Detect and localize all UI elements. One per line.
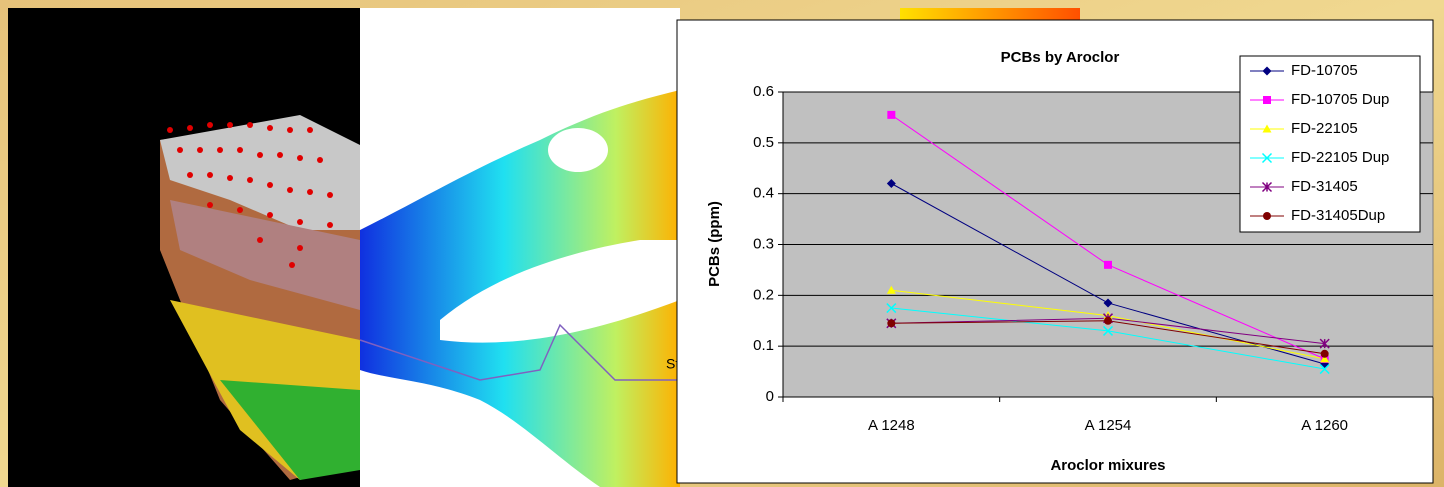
marker — [887, 110, 896, 119]
legend-marker — [1261, 152, 1273, 164]
legend-marker — [1263, 212, 1271, 220]
legend-marker — [1262, 124, 1272, 133]
marker — [1319, 338, 1330, 349]
legend: FD-10705 FD-10705 Dup FD-22105 FD-22105 Dup… — [1239, 55, 1421, 233]
legend-marker — [1261, 181, 1273, 193]
map-image: St. — [359, 8, 683, 487]
y-tick-label: 0.5 — [753, 134, 774, 151]
marker — [1103, 298, 1113, 308]
y-tick-label: 0 — [766, 388, 774, 405]
chart: PCBs by Aroclor Aroclor mixures PCBs (pp… — [676, 19, 1434, 484]
chart-title: PCBs by Aroclor — [1001, 49, 1120, 66]
marker — [887, 319, 896, 328]
marker — [1104, 260, 1112, 269]
legend-label: FD-22105 Dup — [1291, 149, 1389, 166]
x-tick-label: A 1260 — [1301, 417, 1348, 434]
marker — [1104, 316, 1112, 325]
y-tick-label: 0.3 — [753, 235, 774, 252]
x-axis-title: Aroclor mixures — [1050, 457, 1165, 474]
marker — [1319, 364, 1330, 375]
marker — [886, 285, 896, 294]
legend-label: FD-10705 Dup — [1291, 91, 1389, 108]
marker — [1102, 325, 1114, 336]
legend-label: FD-31405 — [1291, 178, 1358, 195]
y-tick-label: 0.2 — [753, 286, 774, 303]
y-axis-title: PCBs (ppm) — [706, 201, 723, 287]
legend-marker — [1262, 66, 1272, 76]
legend-label: FD-10705 — [1291, 62, 1358, 79]
model-image — [8, 8, 360, 487]
marker — [886, 179, 896, 188]
marker — [1320, 349, 1329, 358]
marker — [886, 303, 897, 314]
marker — [1320, 354, 1330, 363]
legend-marker — [1263, 96, 1271, 104]
legend-label: FD-22105 — [1291, 120, 1358, 137]
x-tick-label: A 1248 — [868, 417, 915, 434]
x-tick-label: A 1254 — [1085, 417, 1132, 434]
legend-label: FD-31405Dup — [1291, 207, 1385, 224]
legend-box — [1239, 55, 1421, 233]
y-tick-label: 0.4 — [753, 185, 774, 202]
y-tick-label: 0.6 — [753, 83, 774, 100]
y-tick-label: 0.1 — [753, 337, 774, 354]
